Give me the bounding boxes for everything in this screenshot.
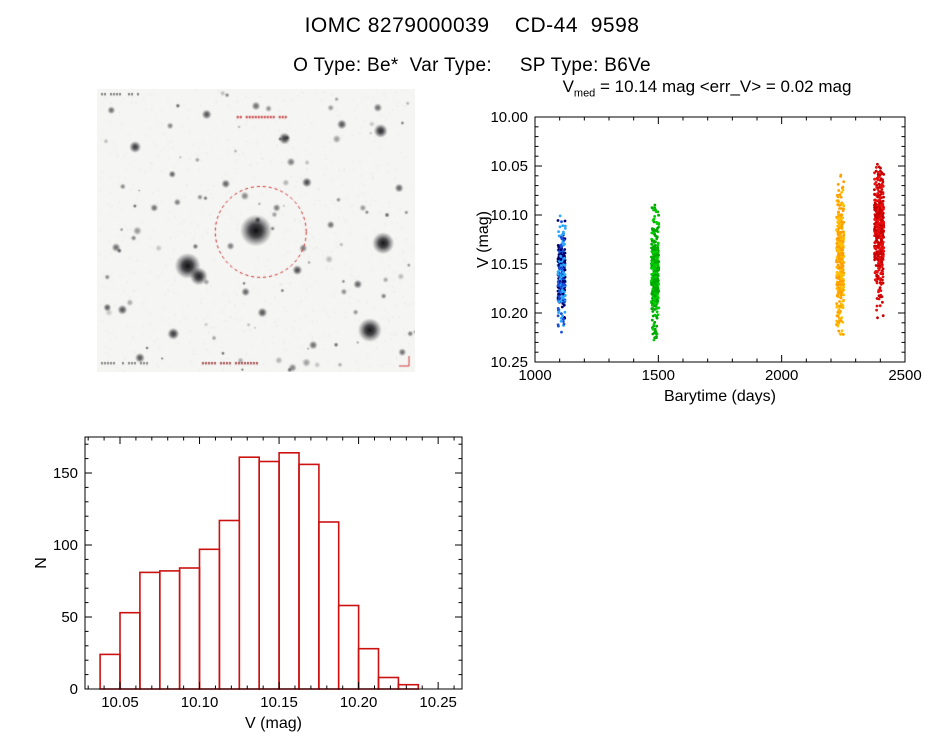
histogram-bar xyxy=(298,463,320,690)
lightcurve-title-rest: = 10.14 mag <err_V> = 0.02 mag xyxy=(595,77,852,96)
lightcurve-yaxis-title: V (mag) xyxy=(475,211,492,268)
svg-text:10.10: 10.10 xyxy=(490,207,528,224)
histogram-bar xyxy=(278,451,300,690)
histogram-bar xyxy=(317,521,340,690)
lightcurve-plot: 1000 1500 2000 2500 10.00 10.05 10.10 10.15 10.2… xyxy=(475,109,922,405)
histogram-bar xyxy=(238,456,261,690)
lightcurve-title: Vmed = 10.14 mag <err_V> = 0.02 mag xyxy=(472,77,942,99)
histogram-bar xyxy=(178,567,201,690)
svg-text:10.20: 10.20 xyxy=(340,694,378,711)
svg-text:10.25: 10.25 xyxy=(490,354,528,371)
svg-text:10.10: 10.10 xyxy=(181,694,219,711)
svg-text:10.15: 10.15 xyxy=(260,694,298,711)
histogram-bar xyxy=(337,604,360,690)
histogram-plot: 10.05 10.10 10.15 10.20 10.25 0 50 100 150 V (mag… xyxy=(33,436,463,732)
histogram-bar xyxy=(377,676,400,690)
svg-text:10.05: 10.05 xyxy=(490,158,528,175)
sky-image-canvas xyxy=(97,89,415,372)
lightcurve-points xyxy=(556,162,886,342)
lightcurve-xaxis-title: Barytime (days) xyxy=(664,388,776,405)
svg-text:10.00: 10.00 xyxy=(490,109,528,126)
histogram-bar xyxy=(198,548,221,690)
svg-text:2500: 2500 xyxy=(888,367,921,384)
histogram-bar xyxy=(258,460,280,690)
histogram-bar xyxy=(357,647,380,690)
svg-text:2000: 2000 xyxy=(765,367,798,384)
histogram-bar xyxy=(139,571,161,690)
histogram-tick-labels: 10.05 10.10 10.15 10.20 10.25 0 50 100 150 V (mag… xyxy=(33,465,457,732)
page-title: IOMC 8279000039 CD-44 9598 xyxy=(304,14,640,37)
svg-text:0: 0 xyxy=(70,681,78,698)
svg-text:150: 150 xyxy=(53,465,78,482)
svg-text:50: 50 xyxy=(61,609,78,626)
histogram-bar xyxy=(119,611,141,690)
histogram-bar xyxy=(159,570,181,690)
svg-text:100: 100 xyxy=(53,537,78,554)
lightcurve-axes xyxy=(534,116,906,363)
finding-chart-image xyxy=(97,89,415,372)
lightcurve-title-sub: med xyxy=(573,87,596,100)
lightcurve-tick-labels: 1000 1500 2000 2500 10.00 10.05 10.10 10.15 10.2… xyxy=(475,109,922,405)
histogram-yaxis-title: N xyxy=(33,557,50,569)
histogram-xaxis-title: V (mag) xyxy=(245,715,302,732)
svg-text:10.20: 10.20 xyxy=(490,305,528,322)
page-subtitle: O Type: Be* Var Type: SP Type: B6Ve xyxy=(293,55,651,76)
histogram-axes xyxy=(84,436,463,690)
svg-text:10.15: 10.15 xyxy=(490,256,528,273)
histogram-bars xyxy=(99,451,420,690)
histogram-bar xyxy=(397,683,420,690)
lightcurve-title-v: V xyxy=(562,77,574,96)
svg-text:10.25: 10.25 xyxy=(419,694,457,711)
svg-text:10.05: 10.05 xyxy=(101,694,139,711)
svg-text:1000: 1000 xyxy=(518,367,551,384)
histogram-bar xyxy=(99,653,121,690)
svg-text:1500: 1500 xyxy=(642,367,675,384)
histogram-bar xyxy=(218,519,241,690)
